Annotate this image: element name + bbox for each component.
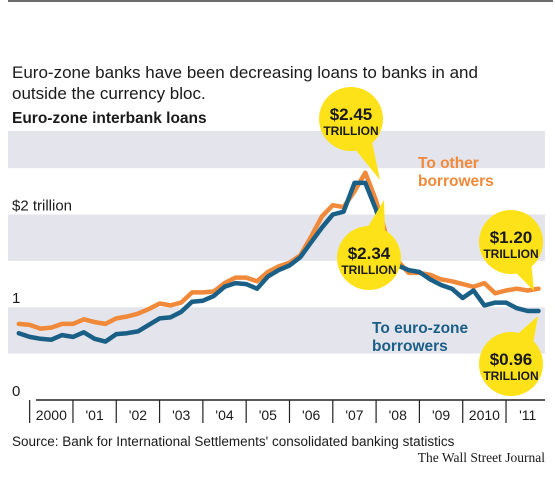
x-axis: 2000 '01 '02 '03 '04 '05 '06 '07 '08 '09 2010 '11: [29, 399, 545, 423]
x-tick-label-1: '01: [85, 407, 103, 423]
x-tick-label-5: '05: [259, 407, 277, 423]
callout-circle: [479, 332, 543, 396]
y-tick-label-0: 0: [12, 383, 20, 400]
callout-unit: TRILLION: [483, 247, 538, 261]
x-tick-label-3: '03: [172, 407, 190, 423]
callout-circle: [319, 87, 383, 151]
series-line-0: [16, 170, 541, 331]
series-label-other-2: borrowers: [418, 173, 494, 190]
callout-value: $2.45: [330, 105, 373, 124]
series-label-eurozone-1: To euro-zone: [372, 320, 469, 337]
series-label-eurozone-2: borrowers: [372, 338, 448, 355]
callout-value: $2.34: [348, 244, 391, 263]
source-note: Source: Bank for International Settlemen…: [12, 434, 455, 449]
series-label-other-1: To other: [418, 155, 479, 172]
top-rule: [8, 0, 553, 2]
callout-circle: [479, 210, 543, 274]
y-tick-label-1: 1: [12, 290, 20, 307]
x-tick-label-0: 2000: [36, 407, 67, 423]
callout-value: $1.20: [490, 228, 533, 247]
callout-circle: [337, 226, 401, 290]
x-tick-label-6: '06: [302, 407, 320, 423]
chart-subtitle: Euro-zone banks have been decreasing loa…: [12, 63, 478, 103]
series-line-1: [16, 180, 541, 344]
x-tick-label-10: 2010: [469, 407, 500, 423]
x-tick-label-8: '08: [389, 407, 407, 423]
chart-title: Euro-zone interbank loans: [12, 110, 207, 127]
callout-unit: TRILLION: [483, 369, 538, 383]
y-axis: 0 1 $2 trillion: [12, 197, 72, 400]
callout-value: $0.96: [490, 350, 533, 369]
grid-bands: [8, 131, 545, 354]
x-tick-label-2: '02: [129, 407, 147, 423]
callout-unit: TRILLION: [323, 124, 378, 138]
series-lines: [16, 170, 541, 344]
x-tick-label-11: '11: [519, 407, 536, 423]
grid-band-1: [8, 214, 545, 261]
x-tick-label-4: '04: [215, 407, 233, 423]
y-tick-label-2: $2 trillion: [12, 197, 72, 214]
x-tick-label-7: '07: [345, 407, 363, 423]
grid-band-2: [8, 131, 545, 169]
callout-unit: TRILLION: [341, 263, 396, 277]
publisher-credit: The Wall Street Journal: [417, 450, 545, 465]
callouts: $2.45TRILLION$2.34TRILLION$1.20TRILLION$…: [319, 87, 543, 396]
x-tick-label-9: '09: [432, 407, 450, 423]
grid-band-0: [8, 307, 545, 354]
